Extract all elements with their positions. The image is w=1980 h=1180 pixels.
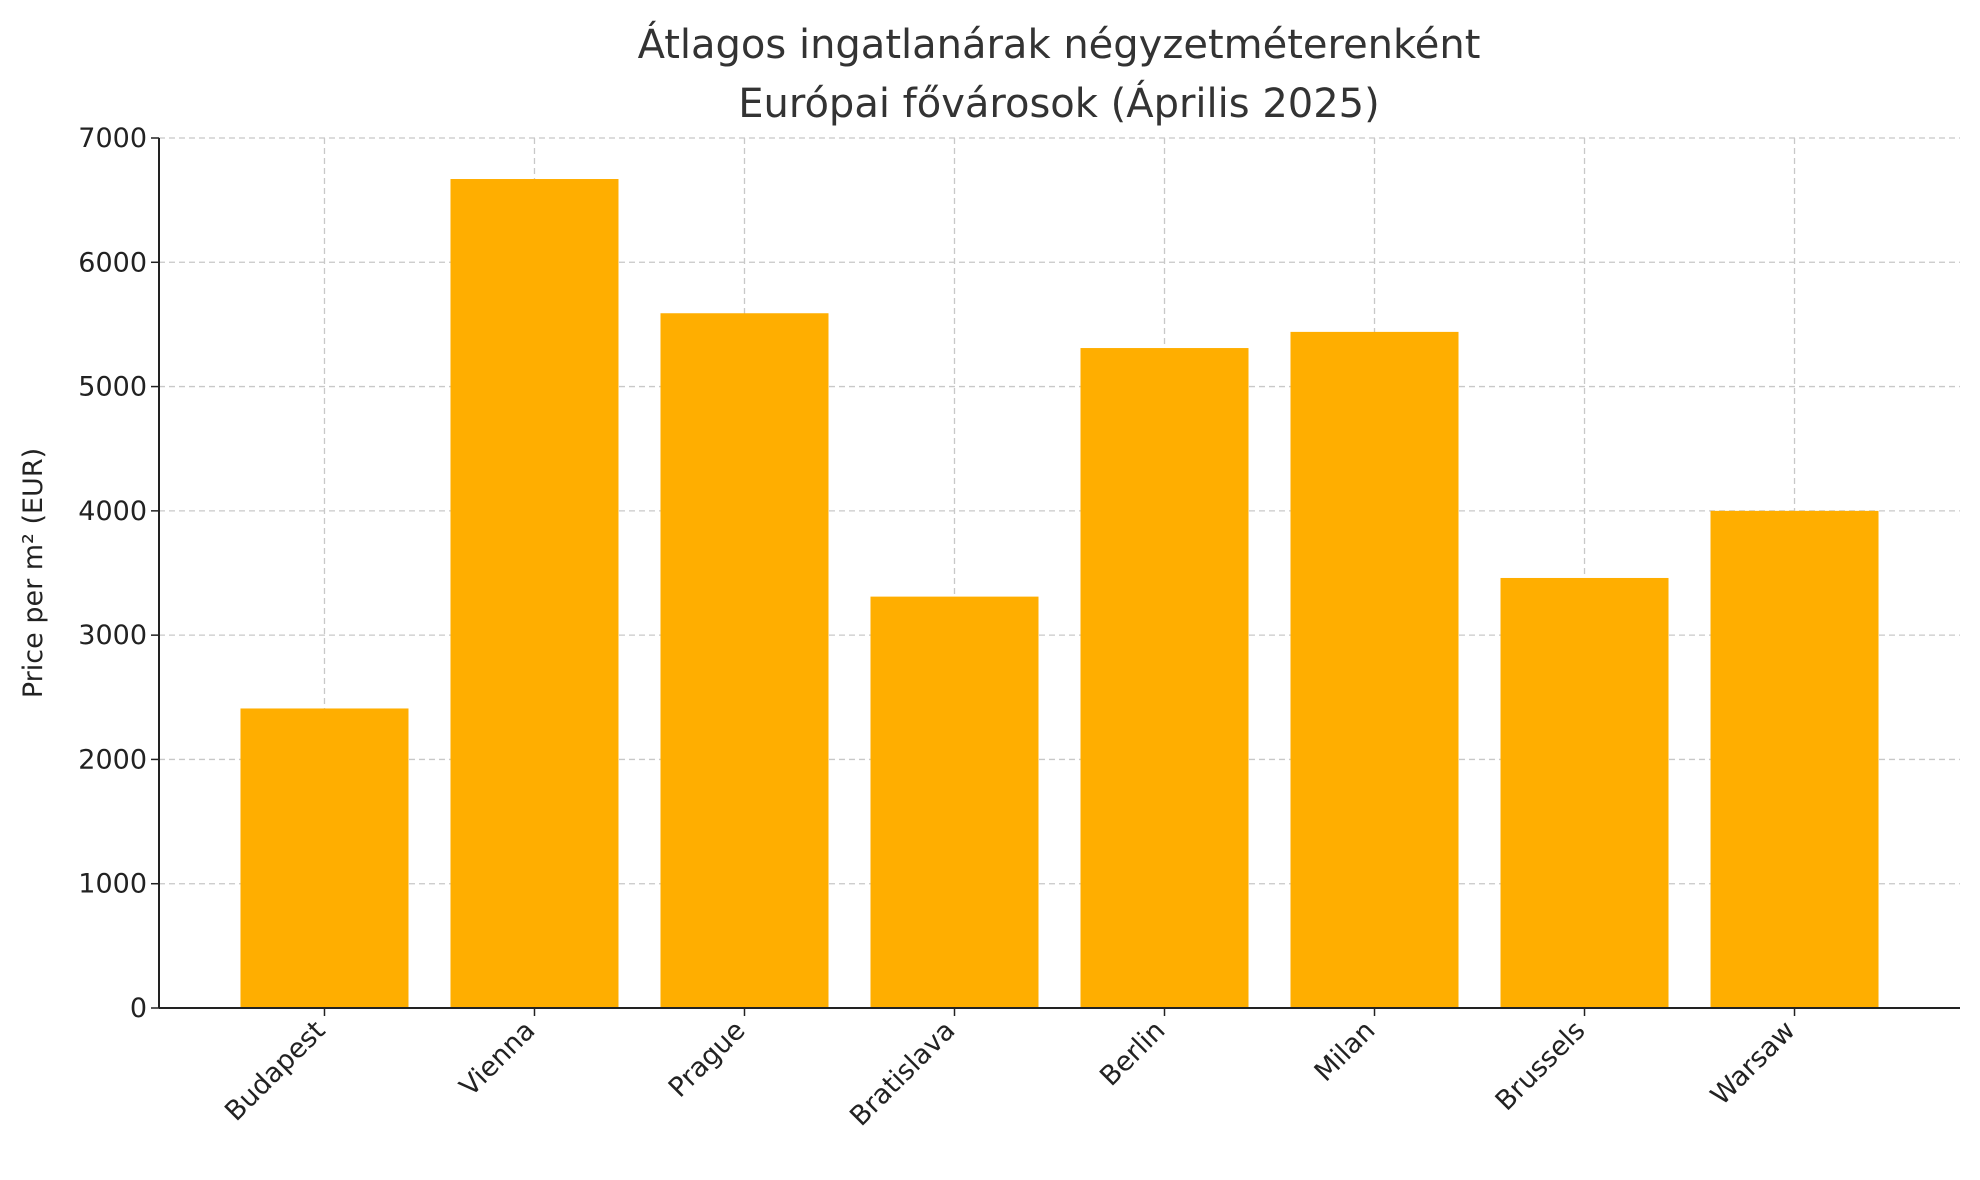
y-tick-label: 3000 bbox=[78, 620, 147, 651]
bar bbox=[1500, 577, 1669, 1008]
bar bbox=[1080, 348, 1249, 1008]
x-tick-label: Prague bbox=[663, 1015, 752, 1104]
y-tick-label: 2000 bbox=[78, 744, 147, 775]
x-tick-label: Berlin bbox=[1094, 1015, 1171, 1092]
y-tick-label: 1000 bbox=[78, 869, 147, 900]
chart-subtitle: Európai fővárosok (Április 2025) bbox=[738, 79, 1379, 127]
x-tick-label: Bratislava bbox=[844, 1015, 961, 1132]
bar bbox=[1710, 510, 1879, 1008]
x-tick-label: Vienna bbox=[454, 1015, 542, 1103]
bar bbox=[1290, 331, 1459, 1008]
bar bbox=[240, 708, 409, 1008]
chart-title: Átlagos ingatlanárak négyzetméterenként bbox=[638, 20, 1481, 68]
y-tick-label: 0 bbox=[130, 993, 147, 1024]
x-tick-label: Milan bbox=[1309, 1015, 1382, 1088]
y-tick-label: 6000 bbox=[78, 247, 147, 278]
x-tick-label: Brussels bbox=[1490, 1015, 1592, 1117]
y-tick-label: 7000 bbox=[78, 123, 147, 154]
x-tick-label: Warsaw bbox=[1705, 1015, 1801, 1111]
y-tick-label: 5000 bbox=[78, 372, 147, 403]
x-tick-label: Budapest bbox=[219, 1015, 331, 1127]
bar bbox=[660, 313, 829, 1008]
y-axis-label: Price per m² (EUR) bbox=[18, 448, 49, 698]
bar bbox=[870, 596, 1039, 1008]
y-tick-label: 4000 bbox=[78, 496, 147, 527]
bar bbox=[450, 179, 619, 1008]
